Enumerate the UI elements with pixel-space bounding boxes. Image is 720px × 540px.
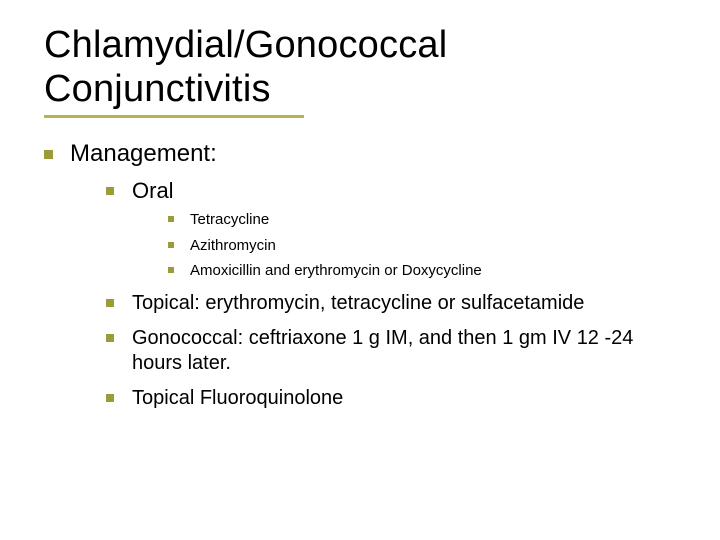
lvl3-item: Amoxicillin and erythromycin or Doxycycl… bbox=[190, 262, 482, 279]
slide-title: Chlamydial/Gonococcal Conjunctivitis bbox=[44, 24, 676, 118]
lvl3-item: Azithromycin bbox=[190, 237, 276, 254]
lvl2-oral-label: Oral bbox=[132, 178, 174, 203]
title-underline bbox=[44, 115, 304, 118]
bullet-list-lvl1: Management: Oral Tetracycline Azithromyc… bbox=[44, 140, 676, 411]
bullet-list-lvl2: Oral Tetracycline Azithromycin Amoxicill… bbox=[106, 178, 676, 281]
list-item: Azithromycin bbox=[168, 236, 676, 256]
list-item: Topical: erythromycin, tetracycline or s… bbox=[106, 291, 676, 316]
list-item: Tetracycline bbox=[168, 210, 676, 230]
lvl3-item: Tetracycline bbox=[190, 211, 269, 228]
list-item: Gonococcal: ceftriaxone 1 g IM, and then… bbox=[106, 326, 676, 376]
lvl1-label: Management: bbox=[70, 140, 217, 167]
slide: Chlamydial/Gonococcal Conjunctivitis Man… bbox=[0, 0, 720, 540]
bullet-list-lvl2b: Topical: erythromycin, tetracycline or s… bbox=[106, 291, 676, 411]
list-item-management: Management: Oral Tetracycline Azithromyc… bbox=[44, 140, 676, 411]
lvl2b-item: Topical: erythromycin, tetracycline or s… bbox=[132, 292, 584, 314]
list-item: Topical Fluoroquinolone bbox=[106, 386, 676, 411]
lvl2b-item: Gonococcal: ceftriaxone 1 g IM, and then… bbox=[132, 327, 633, 374]
lvl2b-item: Topical Fluoroquinolone bbox=[132, 387, 343, 409]
bullet-list-lvl3: Tetracycline Azithromycin Amoxicillin an… bbox=[168, 210, 676, 281]
list-item-oral: Oral Tetracycline Azithromycin Amoxicill… bbox=[106, 178, 676, 281]
list-item: Amoxicillin and erythromycin or Doxycycl… bbox=[168, 261, 676, 281]
title-text: Chlamydial/Gonococcal Conjunctivitis bbox=[44, 24, 447, 110]
